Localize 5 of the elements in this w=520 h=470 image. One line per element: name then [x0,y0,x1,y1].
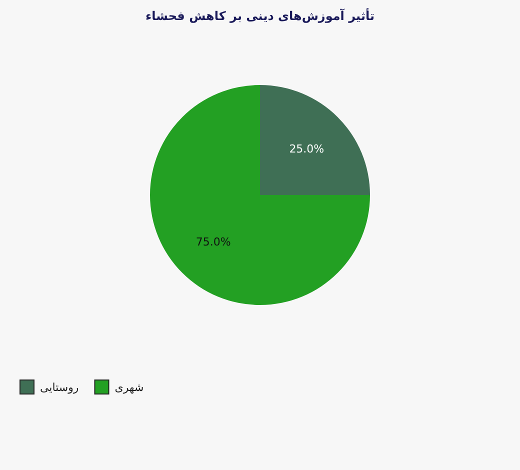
chart-title: تأثیر آموزش‌های دینی بر کاهش فحشاء [146,8,374,23]
legend-label: شهری [114,381,144,394]
data-label: 25.0% [289,142,324,156]
data-label: 75.0% [196,236,231,249]
legend-label: روستایی [40,381,79,394]
